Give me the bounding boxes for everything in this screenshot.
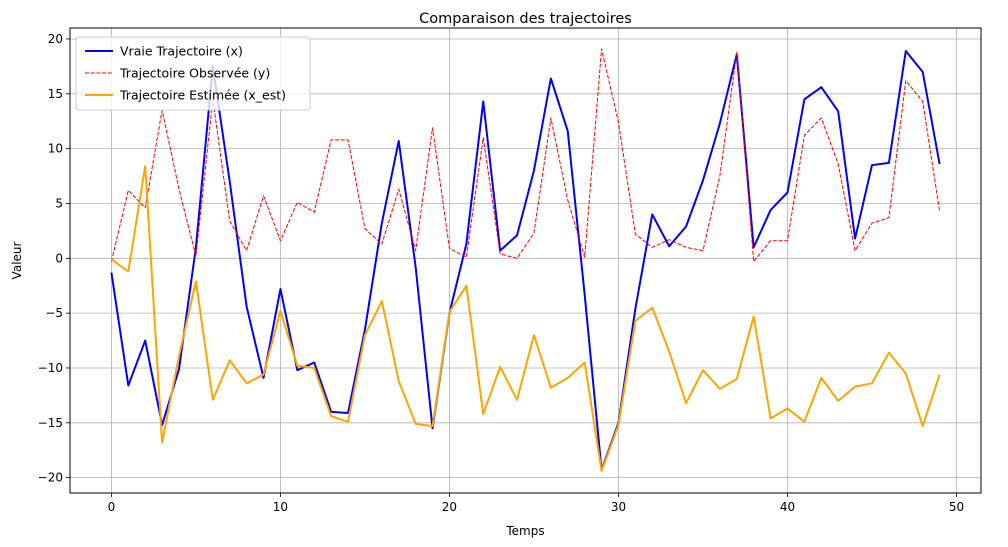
y-tick-label: −10 — [38, 361, 63, 375]
x-tick-label: 0 — [108, 500, 116, 514]
legend-label-vraie: Vraie Trajectoire (x) — [120, 44, 243, 59]
grid — [70, 28, 981, 493]
axis-ticks: 0 10 20 30 40 50 −20 −15 −10 −5 0 5 10 15 20 — [38, 32, 964, 514]
series-line-trajectoire-estimee — [110, 165, 941, 473]
series-line-vraie-trajectoire — [110, 50, 941, 471]
y-tick-label: 10 — [48, 142, 63, 156]
y-tick-label: −20 — [38, 471, 63, 485]
series-lines — [110, 48, 941, 473]
y-tick-label: 15 — [48, 87, 63, 101]
y-tick-label: 5 — [55, 196, 63, 210]
y-axis-label: Valeur — [10, 241, 24, 279]
x-tick-label: 40 — [780, 500, 795, 514]
legend-label-estimee: Trajectoire Estimée (x_est) — [119, 88, 286, 103]
legend-label-observee: Trajectoire Observée (y) — [119, 66, 270, 81]
x-axis-label: Temps — [505, 524, 544, 538]
y-tick-label: −5 — [45, 306, 63, 320]
y-tick-label: −15 — [38, 416, 63, 430]
y-tick-label: 20 — [48, 32, 63, 46]
x-tick-label: 50 — [949, 500, 964, 514]
legend-box — [75, 36, 311, 111]
x-tick-label: 10 — [273, 500, 288, 514]
legend: Vraie Trajectoire (x) Trajectoire Observ… — [75, 36, 311, 111]
y-tick-label: 0 — [55, 251, 63, 265]
x-tick-label: 20 — [442, 500, 457, 514]
plot-frame — [69, 27, 982, 494]
chart-title: Comparaison des trajectoires — [419, 11, 632, 27]
series-line-trajectoire-observee — [110, 48, 941, 263]
x-tick-label: 30 — [611, 500, 626, 514]
